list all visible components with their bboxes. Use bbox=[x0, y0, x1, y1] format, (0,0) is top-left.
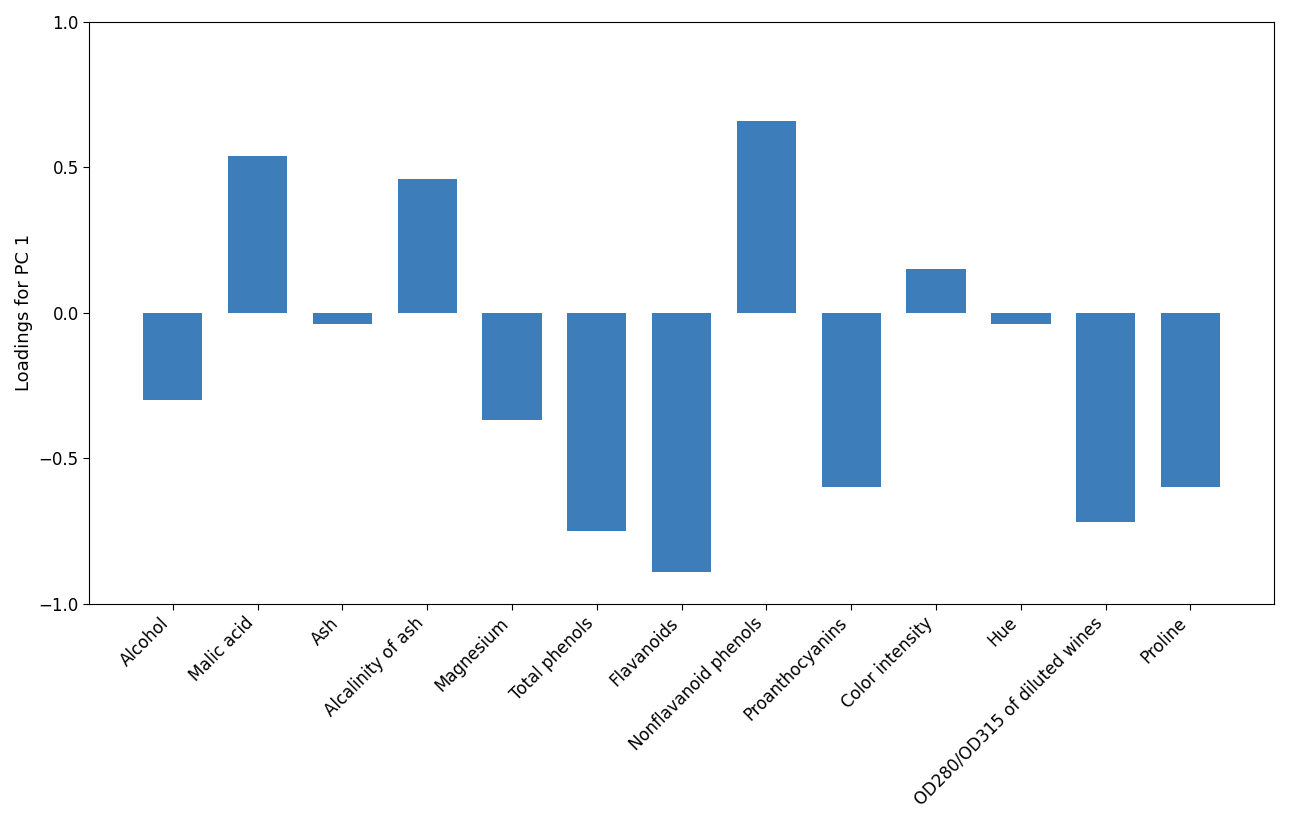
Bar bbox=[1161, 313, 1221, 487]
Bar bbox=[313, 313, 373, 325]
Bar bbox=[737, 121, 797, 313]
Bar bbox=[143, 313, 202, 400]
Bar bbox=[1076, 313, 1136, 522]
Bar bbox=[482, 313, 541, 420]
Bar bbox=[906, 269, 965, 313]
Bar bbox=[991, 313, 1051, 325]
Bar bbox=[397, 179, 456, 313]
Bar bbox=[821, 313, 880, 487]
Bar bbox=[567, 313, 626, 531]
Bar bbox=[228, 156, 287, 313]
Bar bbox=[652, 313, 712, 572]
Y-axis label: Loadings for PC 1: Loadings for PC 1 bbox=[15, 234, 34, 391]
